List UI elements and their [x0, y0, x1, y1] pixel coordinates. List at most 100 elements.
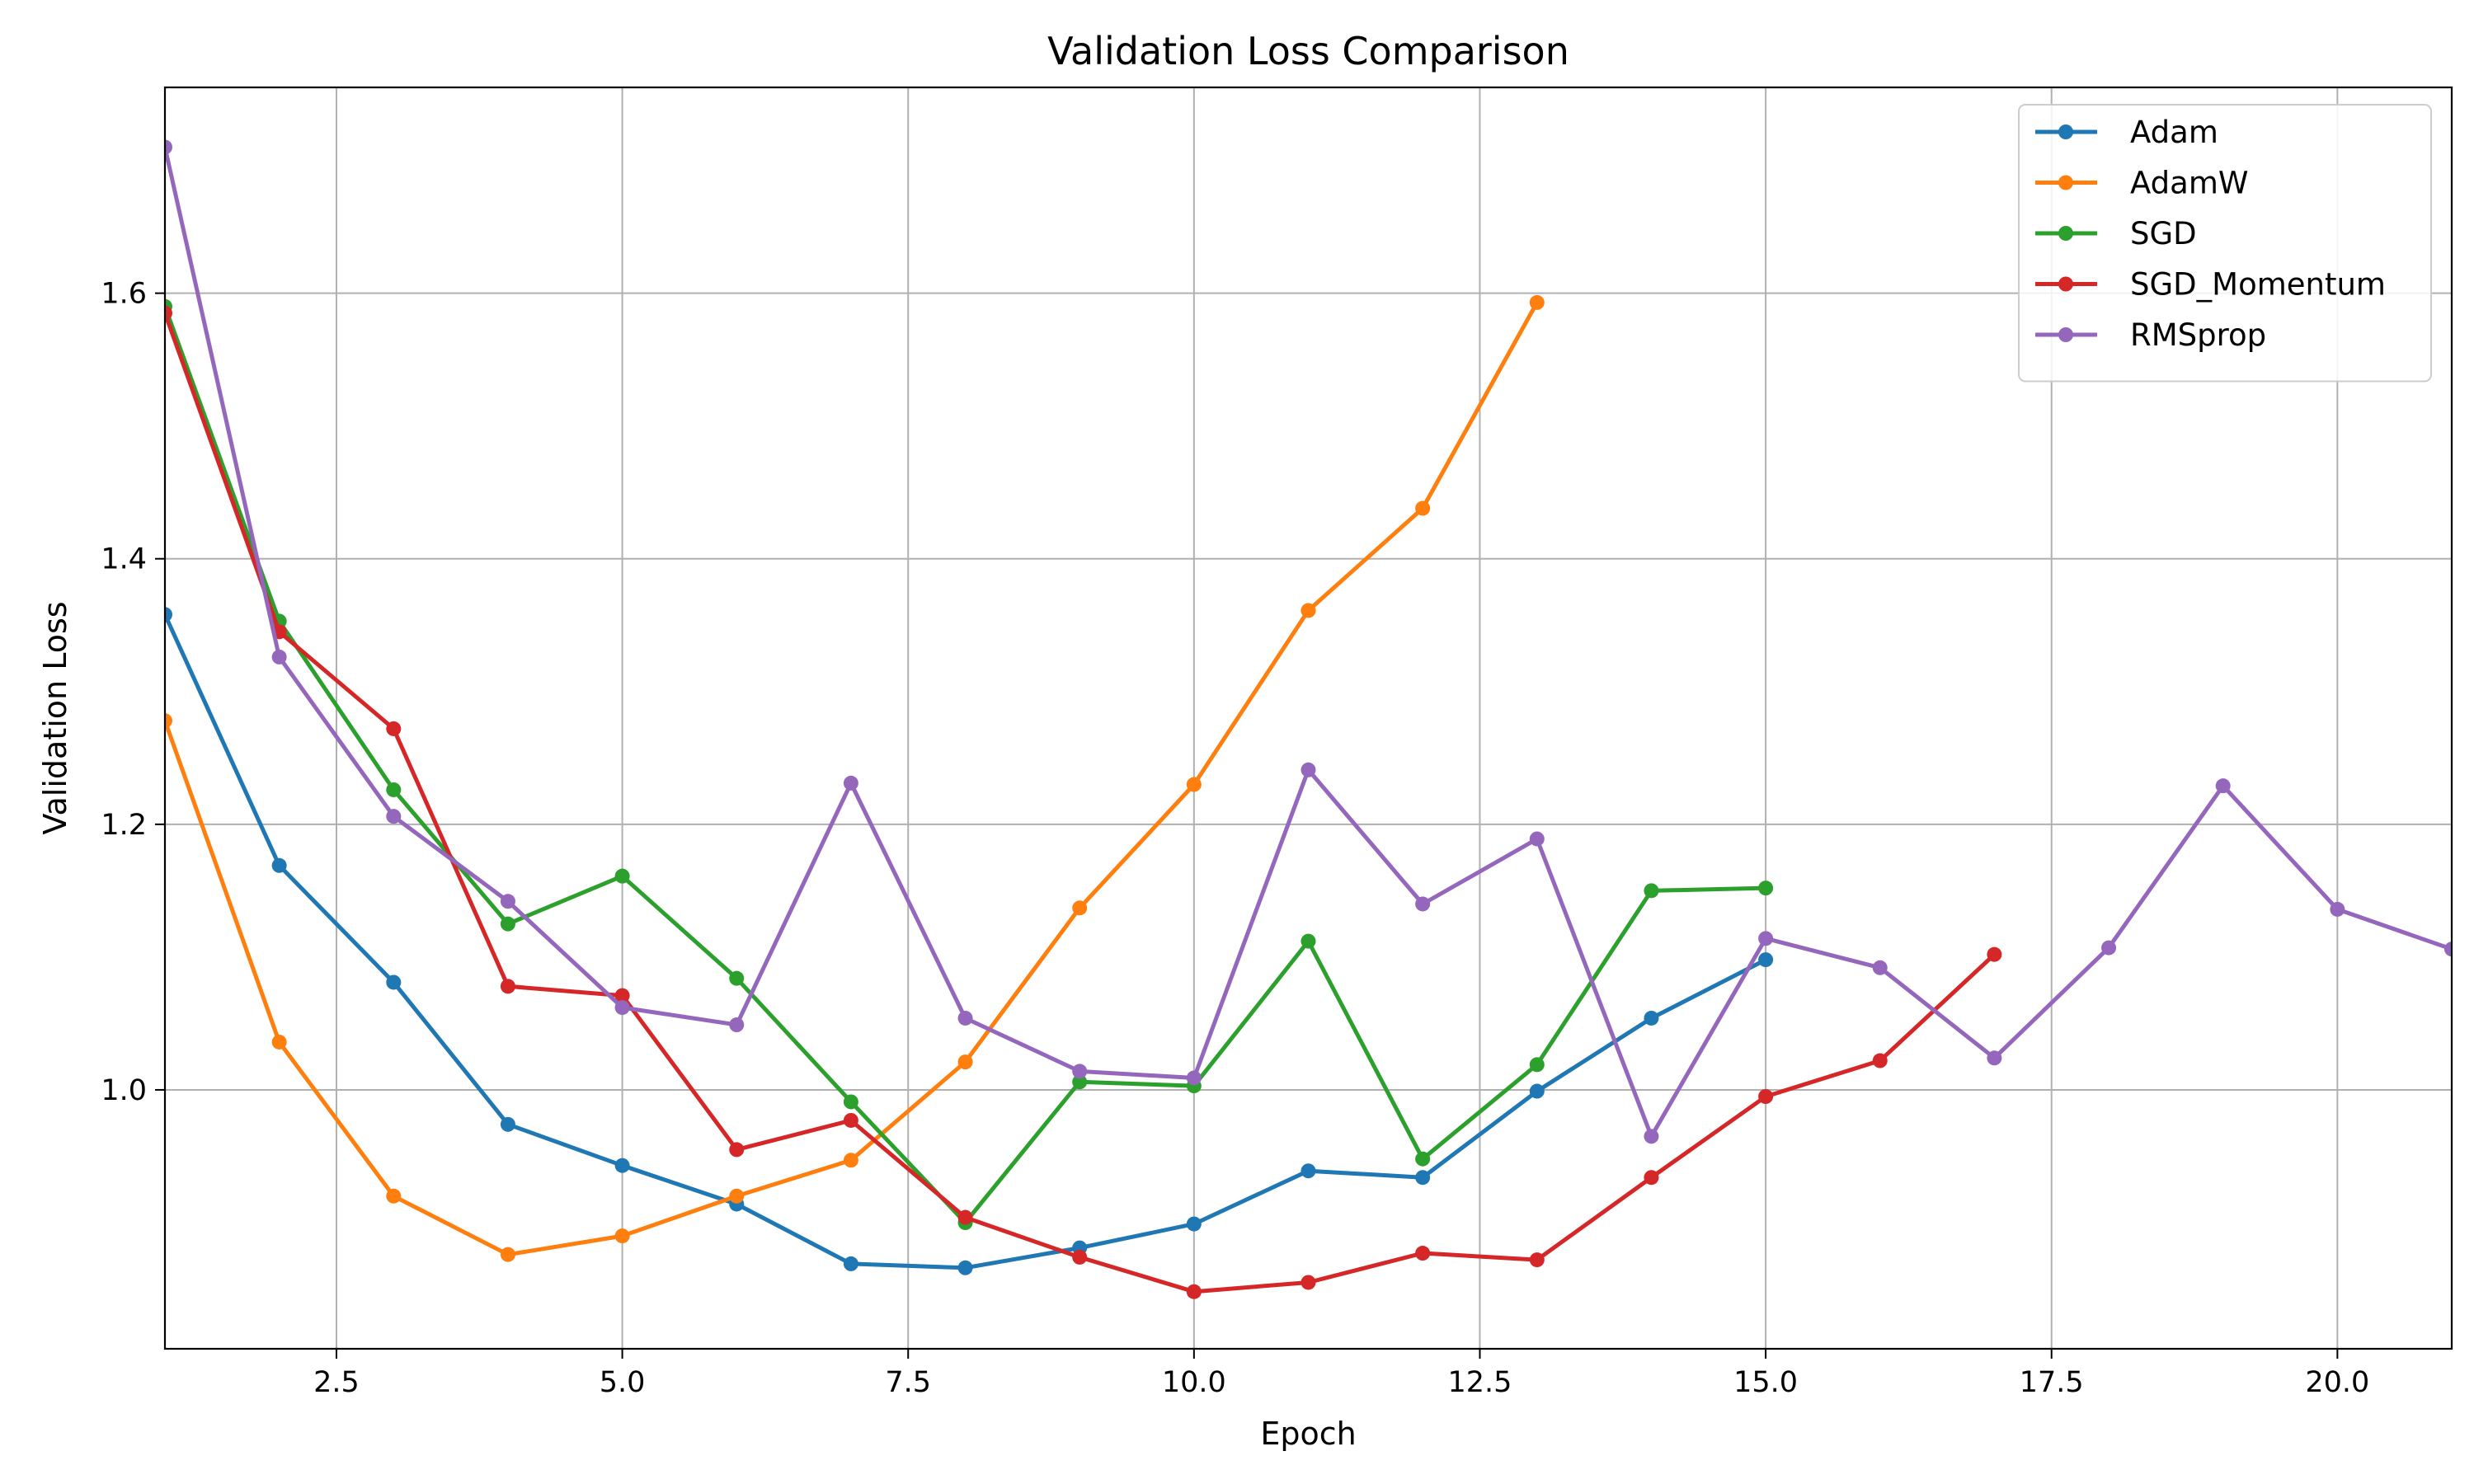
x-tick-label: 12.5: [1448, 1366, 1512, 1399]
data-point-sgd-momentum: [165, 305, 172, 321]
data-point-adam: [1644, 1010, 1659, 1026]
data-point-sgd: [386, 782, 402, 797]
data-point-sgd: [729, 970, 745, 986]
data-point-sgd: [1300, 933, 1316, 949]
data-point-rmsprop: [843, 775, 858, 791]
legend-marker-adamw: [2058, 175, 2073, 190]
data-point-sgd-momentum: [1300, 1275, 1316, 1290]
series-sgd-momentum: [165, 305, 2002, 1299]
data-point-rmsprop: [1415, 896, 1431, 912]
data-point-sgd: [1415, 1151, 1431, 1167]
data-point-adam: [843, 1256, 858, 1271]
data-point-adam: [165, 607, 172, 622]
data-point-sgd: [1758, 881, 1774, 896]
legend-label-adamw: AdamW: [2130, 166, 2248, 201]
chart-title: Validation Loss Comparison: [1047, 29, 1569, 73]
legend-label-adam: Adam: [2130, 115, 2218, 150]
data-point-adam: [614, 1158, 630, 1173]
data-point-sgd: [1644, 883, 1659, 899]
data-point-adamw: [843, 1153, 858, 1168]
data-point-sgd-momentum: [1987, 946, 2002, 962]
data-point-rmsprop: [2101, 940, 2117, 956]
data-point-adamw: [165, 713, 172, 729]
legend-marker-adam: [2058, 124, 2073, 139]
legend-label-rmsprop: RMSprop: [2130, 317, 2266, 353]
legend-marker-rmsprop: [2058, 327, 2073, 342]
data-point-rmsprop: [729, 1017, 745, 1033]
data-point-sgd-momentum: [1186, 1284, 1202, 1299]
x-tick-label: 20.0: [2305, 1366, 2369, 1399]
legend-marker-sgd: [2058, 226, 2073, 241]
data-point-sgd-momentum: [1872, 1053, 1888, 1068]
data-point-sgd-momentum: [957, 1209, 973, 1225]
legend-label-sgd: SGD: [2130, 216, 2197, 251]
data-point-rmsprop: [1644, 1129, 1659, 1144]
data-point-adam: [1186, 1216, 1202, 1232]
data-point-rmsprop: [1758, 931, 1774, 946]
data-point-adam: [271, 857, 287, 873]
y-tick-label: 1.4: [101, 543, 147, 576]
data-point-adamw: [500, 1247, 515, 1262]
data-point-sgd-momentum: [1758, 1089, 1774, 1104]
data-point-sgd-momentum: [614, 988, 630, 1003]
legend-label-sgd-momentum: SGD_Momentum: [2130, 267, 2386, 303]
data-point-adamw: [386, 1188, 402, 1204]
data-point-sgd-momentum: [729, 1142, 745, 1158]
y-tick-label: 1.2: [101, 809, 147, 842]
data-point-adam: [1415, 1170, 1431, 1186]
legend-marker-sgd-momentum: [2058, 276, 2073, 292]
data-point-sgd: [1072, 1074, 1088, 1090]
x-tick-label: 2.5: [313, 1366, 360, 1399]
data-point-rmsprop: [1987, 1050, 2002, 1066]
legend: Adam AdamW SGD SGD_Momentum RMSprop: [2018, 104, 2432, 383]
x-axis-label: Epoch: [1260, 1416, 1356, 1452]
data-point-adam: [386, 974, 402, 990]
data-point-adamw: [1072, 900, 1088, 916]
data-point-adamw: [271, 1034, 287, 1050]
data-point-rmsprop: [1300, 762, 1316, 777]
data-point-rmsprop: [1872, 960, 1888, 975]
data-point-sgd-momentum: [1529, 1252, 1545, 1268]
x-tick-label: 15.0: [1733, 1366, 1798, 1399]
data-point-sgd-momentum: [1072, 1249, 1088, 1265]
data-point-rmsprop: [2444, 942, 2452, 957]
series-adamw: [165, 294, 1545, 1262]
data-point-sgd-momentum: [843, 1112, 858, 1128]
data-point-rmsprop: [271, 649, 287, 665]
data-point-rmsprop: [1186, 1070, 1202, 1086]
y-tick-label: 1.6: [101, 278, 147, 311]
data-point-rmsprop: [386, 809, 402, 824]
data-point-rmsprop: [500, 894, 515, 909]
data-point-adamw: [729, 1188, 745, 1204]
y-tick-label: 1.0: [101, 1074, 147, 1107]
data-point-rmsprop: [165, 139, 172, 155]
data-point-sgd: [1529, 1057, 1545, 1073]
data-point-adamw: [1300, 603, 1316, 618]
data-point-sgd: [843, 1094, 858, 1110]
data-point-rmsprop: [957, 1010, 973, 1026]
data-point-rmsprop: [1072, 1064, 1088, 1079]
data-point-sgd: [500, 916, 515, 932]
data-point-sgd-momentum: [1415, 1246, 1431, 1261]
data-point-adam: [1300, 1163, 1316, 1179]
data-point-rmsprop: [2330, 901, 2345, 917]
data-point-sgd: [614, 868, 630, 884]
series-layer: [165, 139, 2452, 1299]
data-point-adamw: [957, 1054, 973, 1070]
data-point-adam: [500, 1116, 515, 1132]
series-rmsprop: [165, 139, 2452, 1144]
data-point-adam: [957, 1260, 973, 1275]
data-point-adam: [1529, 1083, 1545, 1099]
data-point-sgd-momentum: [386, 721, 402, 736]
x-tick-label: 5.0: [600, 1366, 646, 1399]
data-point-sgd-momentum: [1644, 1170, 1659, 1186]
x-tick-label: 10.0: [1162, 1366, 1226, 1399]
data-point-adamw: [1415, 500, 1431, 516]
data-point-sgd-momentum: [500, 979, 515, 994]
data-point-rmsprop: [2215, 778, 2231, 794]
plot-frame: [163, 86, 2453, 1350]
data-point-adamw: [614, 1228, 630, 1244]
data-point-rmsprop: [1529, 831, 1545, 847]
data-point-adamw: [1186, 777, 1202, 792]
